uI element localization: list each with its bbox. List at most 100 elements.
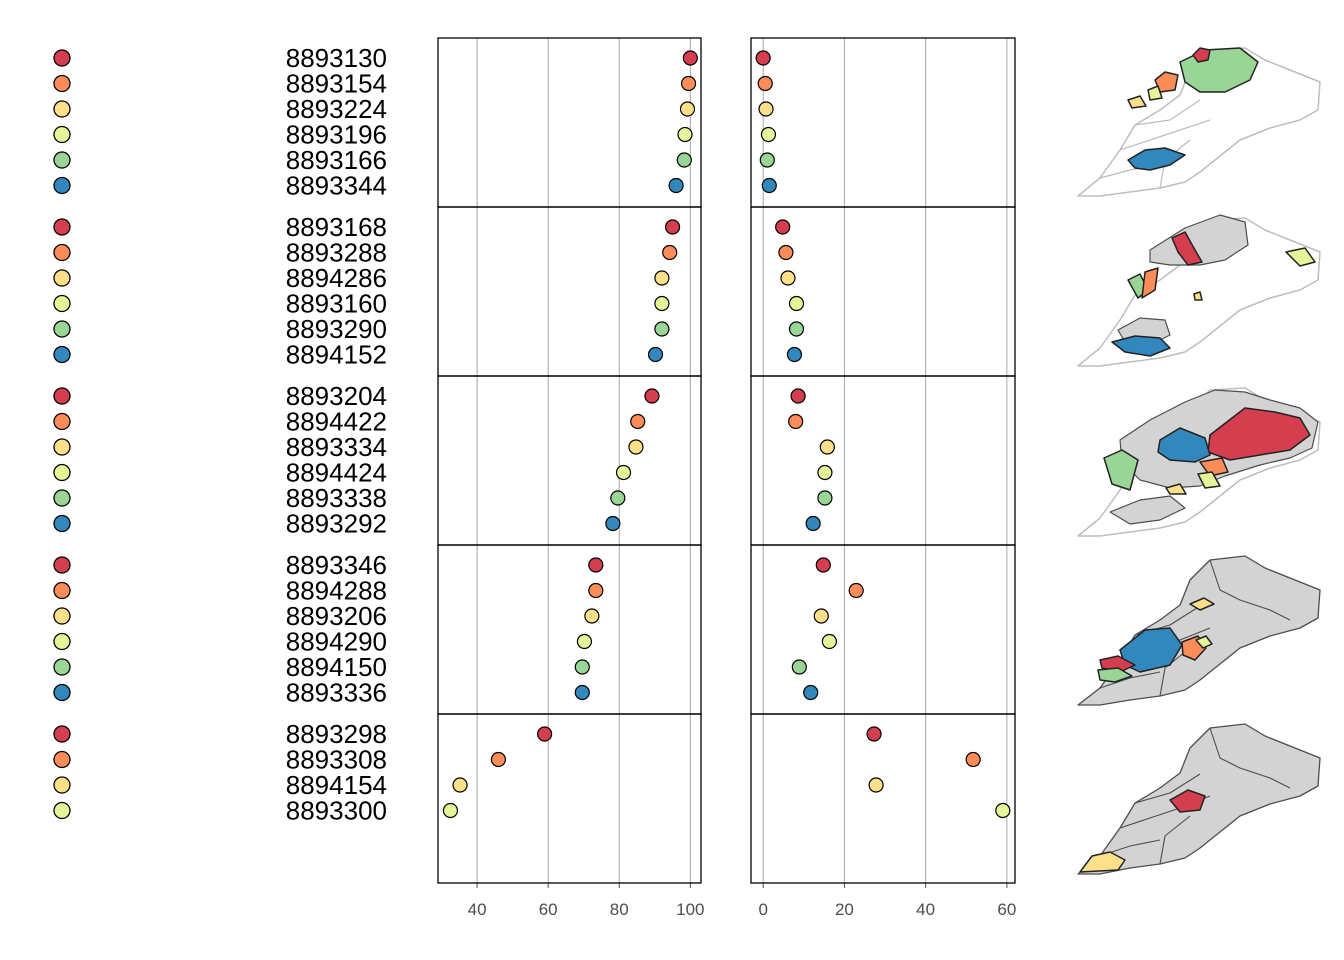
map-4-region-green: [1097, 667, 1133, 683]
left-point-g2-r4: [654, 295, 670, 312]
left-point-g5-r1: [537, 726, 553, 742]
map-1-region-red: [1192, 47, 1211, 63]
left-point-g4-r6: [574, 684, 590, 701]
map-2-region-lightyellow: [1285, 247, 1316, 267]
station-id-label: 8893166: [286, 145, 387, 175]
map-5-region-red: [1169, 789, 1206, 813]
legend-dot-g1-r5: [53, 151, 71, 169]
right-point-g2-r5: [788, 321, 805, 337]
right-point-g4-r6: [803, 684, 819, 701]
left-point-g3-r4: [615, 464, 632, 481]
left-point-g4-r4: [576, 633, 593, 650]
legend-dots-column: [53, 49, 71, 820]
left-point-g3-r6: [605, 515, 621, 532]
map-group-3: [1077, 387, 1321, 537]
left-point-g2-r1: [664, 219, 681, 235]
left-facet-border-5: [437, 713, 702, 884]
station-id-label: 8893130: [286, 43, 387, 73]
legend-dot-g2-r6: [53, 345, 71, 364]
station-id-labels: 8893130889315488932248893196889316688933…: [286, 43, 387, 826]
right-point-g3-r5: [817, 490, 833, 506]
right-facet-border-3: [750, 375, 1016, 546]
station-id-label: 8893298: [286, 719, 387, 749]
right-point-g4-r4: [821, 633, 837, 650]
right-point-g1-r1: [755, 50, 771, 66]
right-point-g1-r4: [760, 126, 777, 143]
station-id-label: 8893168: [286, 212, 387, 242]
right-point-g1-r2: [757, 75, 773, 92]
right-point-g4-r3: [813, 608, 829, 624]
left-point-g1-r6: [668, 177, 684, 194]
left-point-g2-r5: [654, 321, 670, 337]
right-x-tick-label: 0: [758, 900, 767, 919]
station-id-label: 8893308: [286, 745, 387, 775]
map-group-2: [1077, 214, 1321, 367]
left-point-g5-r3: [452, 777, 468, 793]
station-id-label: 8894424: [286, 458, 387, 488]
right-point-g3-r2: [788, 413, 804, 430]
left-point-g4-r1: [588, 557, 604, 573]
left-x-tick-label: 40: [468, 900, 487, 919]
right-point-g2-r4: [788, 295, 805, 312]
station-id-label: 8893288: [286, 238, 387, 268]
legend-dot-g3-r2: [53, 412, 71, 431]
legend-dot-g4-r3: [53, 607, 71, 625]
right-facet-border-4: [750, 544, 1016, 715]
legend-dot-g3-r3: [53, 438, 71, 456]
station-id-label: 8894290: [286, 627, 387, 657]
map-5-region-yellow: [1079, 851, 1126, 873]
legend-dot-g4-r6: [53, 683, 71, 702]
map-4-region-red: [1099, 655, 1136, 673]
map-1-region-lightyellow: [1147, 85, 1163, 101]
right-point-g3-r4: [817, 464, 833, 481]
map-3-region-yellow: [1165, 483, 1187, 495]
right-point-g5-r2: [965, 751, 981, 768]
map-4-region-lightyellow: [1195, 635, 1213, 649]
map-3-region-red: [1207, 407, 1311, 461]
legend-dot-g2-r5: [53, 320, 71, 338]
right-point-g1-r5: [759, 152, 775, 168]
station-id-label: 8894154: [286, 770, 387, 800]
legend-dot-g1-r2: [53, 74, 71, 93]
right-point-g2-r3: [780, 270, 796, 286]
legend-dot-g3-r5: [53, 489, 71, 507]
right-x-tick-label: 20: [835, 900, 854, 919]
left-point-g1-r4: [677, 126, 693, 143]
map-3-region-lightyellow: [1197, 471, 1221, 489]
legend-dot-g5-r3: [53, 776, 71, 794]
legend-dot-g4-r1: [53, 556, 71, 574]
right-point-g5-r1: [866, 726, 882, 742]
station-id-label: 8893334: [286, 432, 387, 462]
station-id-label: 8893346: [286, 550, 387, 580]
legend-dot-g2-r2: [53, 243, 71, 262]
right-point-g2-r1: [775, 219, 791, 235]
map-column: [1077, 47, 1321, 875]
legend-dot-g5-r4: [53, 801, 71, 820]
left-point-g5-r2: [490, 751, 507, 768]
right-point-g4-r5: [791, 659, 807, 675]
right-point-g2-r2: [778, 244, 794, 261]
legend-dot-g1-r4: [53, 125, 71, 144]
right-point-g2-r6: [786, 346, 803, 363]
station-id-label: 8893300: [286, 796, 387, 826]
left-x-tick-label: 60: [539, 900, 558, 919]
map-2-region-red: [1171, 231, 1203, 266]
right-point-g5-r3: [868, 777, 884, 793]
station-id-label: 8893290: [286, 314, 387, 344]
station-id-label: 8893336: [286, 678, 387, 708]
station-id-label: 8894288: [286, 576, 387, 606]
right-facet-border-5: [750, 713, 1016, 884]
left-point-g2-r6: [647, 346, 664, 363]
legend-dot-g3-r6: [53, 514, 71, 533]
right-point-g5-r4: [995, 802, 1011, 819]
legend-dot-g3-r1: [53, 387, 71, 405]
station-id-label: 8893196: [286, 120, 387, 150]
left-point-g4-r5: [574, 659, 590, 675]
map-3-region-green: [1103, 449, 1139, 491]
station-id-label: 8894286: [286, 263, 387, 293]
right-point-g4-r1: [815, 557, 831, 573]
station-id-label: 8893206: [286, 601, 387, 631]
map-2-region-orange: [1141, 267, 1159, 299]
map-group-5: [1077, 723, 1321, 875]
